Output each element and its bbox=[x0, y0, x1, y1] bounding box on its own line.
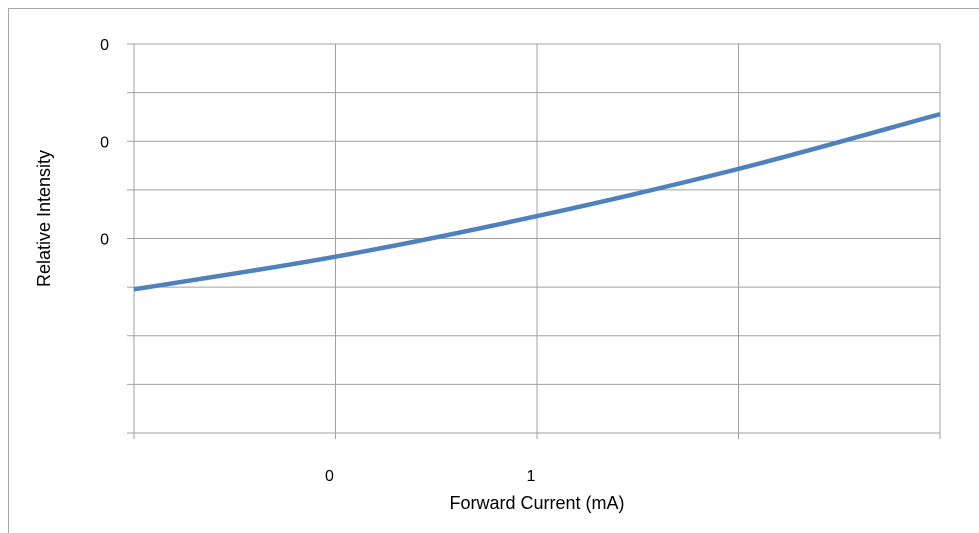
chart-frame bbox=[8, 8, 979, 533]
y-tick-labels: 0 0 0 bbox=[100, 37, 109, 249]
grid bbox=[127, 43, 941, 439]
y-tick-label: 0 bbox=[100, 232, 109, 249]
series-line-0 bbox=[133, 111, 941, 292]
series-group bbox=[133, 111, 941, 292]
y-tick-label: 0 bbox=[100, 134, 109, 151]
x-axis-title: Forward Current (mA) bbox=[449, 493, 624, 513]
x-tick-label: 0 bbox=[325, 468, 334, 485]
y-tick-label: 0 bbox=[100, 37, 109, 54]
x-tick-label: 1 bbox=[527, 468, 536, 485]
y-axis-title: Relative Intensity bbox=[34, 150, 54, 287]
